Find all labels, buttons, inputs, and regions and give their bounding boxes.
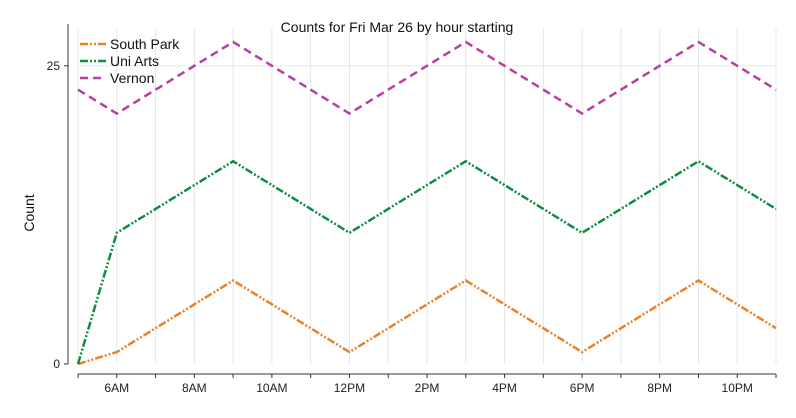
y-axis-title: Count <box>21 194 37 231</box>
x-tick-label: 4PM <box>492 381 517 395</box>
series-lines <box>76 40 777 366</box>
x-tick-label: 6AM <box>104 381 129 395</box>
legend-label-south-park: South Park <box>110 36 180 52</box>
y-tick-label: 25 <box>47 59 61 73</box>
series-line-south-park <box>77 279 777 366</box>
grid <box>77 28 777 364</box>
legend-label-vernon: Vernon <box>110 70 154 86</box>
x-tick-label: 8AM <box>182 381 207 395</box>
axes <box>64 24 777 378</box>
x-tick-label: 6PM <box>570 381 595 395</box>
x-tick-label: 10AM <box>256 381 287 395</box>
legend-label-uni-arts: Uni Arts <box>110 53 159 69</box>
series-line-vernon <box>77 40 777 115</box>
x-tick-label: 2PM <box>415 381 440 395</box>
axis-labels: 6AM 8AM 10AM 12PM 2PM 4PM 6PM 8PM 10PM 0 25 <box>47 59 753 395</box>
series-line-uni-arts <box>76 159 777 365</box>
x-tick-label: 8PM <box>647 381 672 395</box>
x-tick-label: 10PM <box>722 381 753 395</box>
chart-title: Counts for Fri Mar 26 by hour starting <box>281 19 514 35</box>
x-tick-label: 12PM <box>334 381 365 395</box>
y-tick-label: 0 <box>53 357 60 371</box>
